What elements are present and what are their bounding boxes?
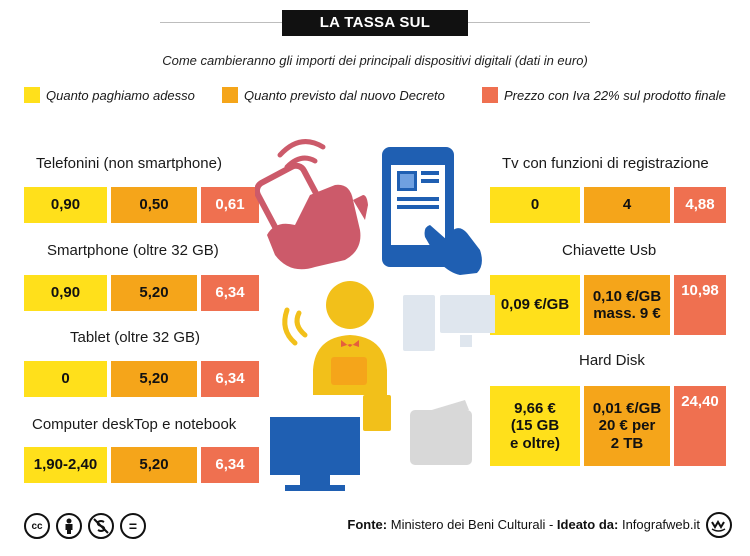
cell-computer-decree: 5,20 (111, 447, 197, 483)
cell-harddisk-decree-line3: 2 TB (610, 434, 644, 452)
signal-icon (277, 139, 326, 170)
device-label-phone: Telefonini (non smartphone) (36, 155, 222, 172)
cell-harddisk-vat: 24,40 (674, 386, 726, 466)
cell-computer-now: 1,90-2,40 (24, 447, 107, 483)
legend-item-decree: Quanto previsto dal nuovo Decreto (222, 86, 445, 104)
cell-phone-now: 0,90 (24, 187, 107, 223)
cell-tv-vat: 4,88 (674, 187, 726, 223)
cell-smartphone-decree: 5,20 (111, 275, 197, 311)
cell-tv-decree: 4 (584, 187, 670, 223)
subtitle: Come cambieranno gli importi dei princip… (162, 53, 588, 68)
cell-usb-decree-line2: mass. 9 € (593, 305, 661, 322)
device-label-tablet: Tablet (oltre 32 GB) (70, 329, 201, 346)
cell-harddisk-now: 9,66 € (15 GB e oltre) (490, 386, 580, 466)
devices-illustration (255, 139, 495, 491)
legend-item-now: Quanto paghiamo adesso (24, 86, 195, 104)
legend-item-vat: Prezzo con Iva 22% sul prodotto finale (482, 86, 726, 104)
footer-credits: Fonte: Ministero dei Beni Culturali - Id… (347, 517, 700, 532)
device-label-smartphone: Smartphone (oltre 32 GB) (47, 242, 219, 259)
by-icon (56, 513, 82, 539)
footer-source-label: Fonte: (347, 517, 388, 532)
cell-phone-vat: 0,61 (201, 187, 259, 223)
cell-usb-now: 0,09 €/GB (490, 275, 580, 335)
hand-phone-icon (255, 162, 368, 270)
cell-harddisk-decree-line2: 20 € per (598, 417, 656, 435)
cc-icon: cc (24, 513, 50, 539)
cell-tablet-now: 0 (24, 361, 107, 397)
legend-label-now: Quanto paghiamo adesso (46, 87, 195, 103)
page-title: LA TASSA SUL TELEFONINO (282, 10, 468, 57)
footer-idea: Infografweb.it (621, 517, 700, 532)
device-label-usb: Chiavette Usb (562, 242, 657, 259)
cell-tablet-decree: 5,20 (111, 361, 197, 397)
cell-usb-decree: 0,10 €/GB mass. 9 € (584, 275, 670, 335)
device-label-computer: Computer deskTop e notebook (32, 416, 237, 433)
cell-phone-decree: 0,50 (111, 187, 197, 223)
nd-icon: = (120, 513, 146, 539)
cell-harddisk-decree-line1: 0,01 €/GB (592, 400, 662, 418)
legend-label-decree: Quanto previsto dal nuovo Decreto (244, 87, 445, 103)
cell-harddisk-decree: 0,01 €/GB 20 € per 2 TB (584, 386, 670, 466)
footer-source: Ministero dei Beni Culturali - (390, 517, 557, 532)
infografweb-logo-icon (706, 512, 732, 538)
tablet-touch-icon (382, 147, 482, 275)
cell-tv-now: 0 (490, 187, 580, 223)
person-signal-icon (282, 307, 308, 346)
cell-tablet-vat: 6,34 (201, 361, 259, 397)
cell-smartphone-vat: 6,34 (201, 275, 259, 311)
cell-computer-vat: 6,34 (201, 447, 259, 483)
legend-swatch-decree (222, 87, 238, 103)
cell-harddisk-now-line3: e oltre) (509, 434, 560, 452)
wallet-icon (410, 400, 472, 465)
pale-pc-icon (403, 295, 495, 351)
cell-usb-vat: 10,98 (674, 275, 726, 335)
license-icons: cc = (24, 513, 146, 539)
cell-usb-decree-line1: 0,10 €/GB (592, 287, 662, 305)
title-area: LA TASSA SUL TELEFONINO (0, 10, 750, 57)
person-icon (313, 281, 387, 395)
device-label-harddisk: Hard Disk (579, 352, 645, 369)
legend-swatch-vat (482, 87, 498, 103)
nd-icon-mark: = (128, 518, 138, 534)
nc-icon (88, 513, 114, 539)
cell-smartphone-now: 0,90 (24, 275, 107, 311)
legend-swatch-now (24, 87, 40, 103)
footer-idea-label: Ideato da: (556, 517, 619, 532)
desktop-computer-icon (270, 395, 391, 491)
device-label-tv: Tv con funzioni di registrazione (502, 155, 709, 172)
cell-harddisk-now-line1: 9,66 € (514, 400, 556, 418)
cell-harddisk-now-line2: (15 GB (510, 417, 560, 435)
cc-icon-mark: cc (31, 520, 43, 532)
legend-label-vat: Prezzo con Iva 22% sul prodotto finale (504, 87, 726, 103)
